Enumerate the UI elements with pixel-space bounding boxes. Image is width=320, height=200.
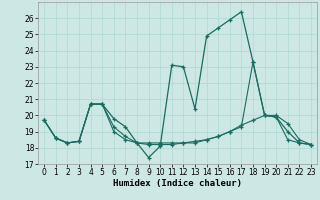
X-axis label: Humidex (Indice chaleur): Humidex (Indice chaleur)	[113, 179, 242, 188]
